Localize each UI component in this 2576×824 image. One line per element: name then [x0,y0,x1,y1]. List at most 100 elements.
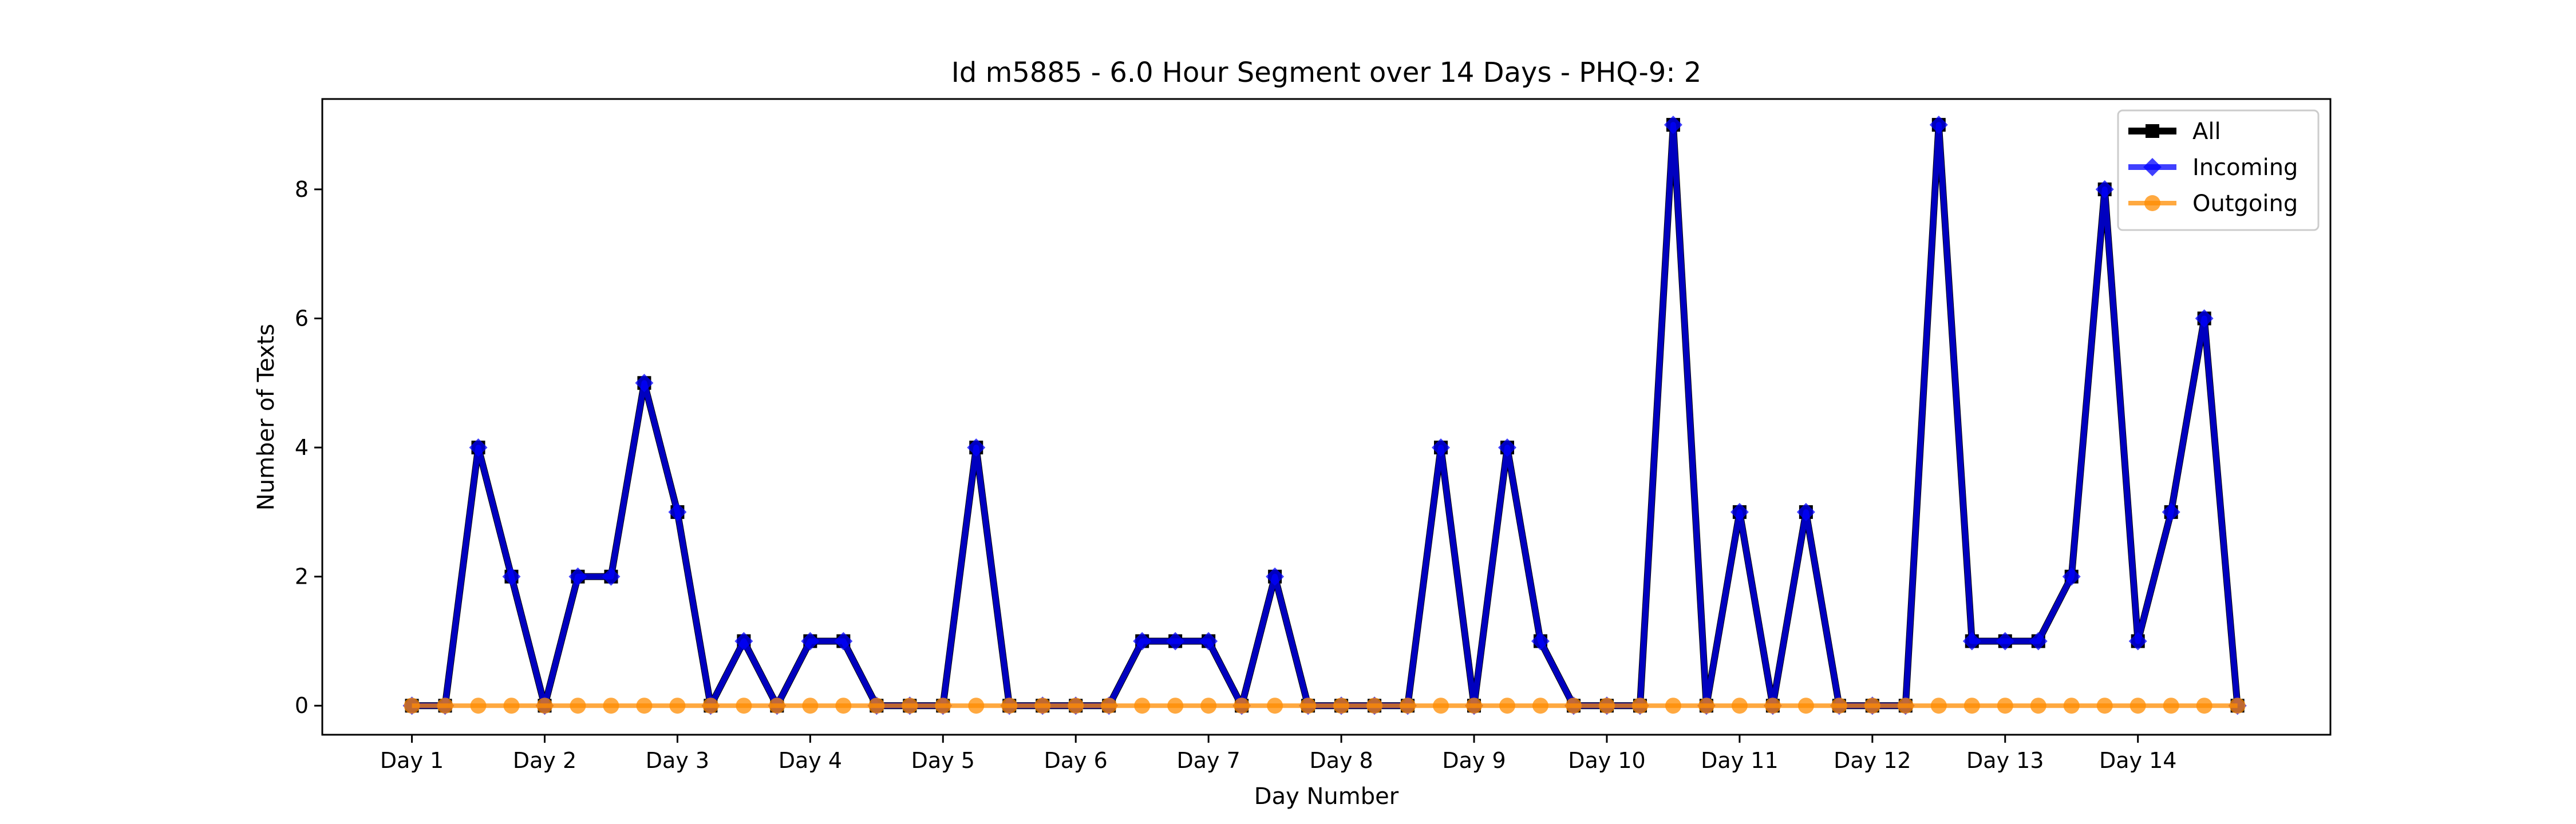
data-point-outgoing [2063,698,2080,714]
data-point-outgoing [902,698,918,714]
data-point-outgoing [669,698,686,714]
data-point-outgoing [835,698,852,714]
data-point-outgoing [1234,698,1250,714]
x-tick-label: Day 9 [1442,748,1506,773]
plot-area [402,116,2247,715]
x-axis: Day 1 Day 2 Day 3 Day 4 Day 5 Day 6 Day 7 Day 8… [380,735,2176,773]
data-point-outgoing [1068,698,1084,714]
legend-box [2117,109,2320,231]
x-tick-label: Day 11 [1701,748,1778,773]
x-tick-label: Day 6 [1044,748,1108,773]
data-point-outgoing [2163,698,2179,714]
data-point-outgoing [636,698,653,714]
y-axis: 0 2 4 6 8 [295,177,322,718]
data-point-incoming [967,438,986,457]
data-point-incoming [2095,180,2114,199]
data-point-outgoing [736,698,752,714]
data-point-outgoing [1897,698,1914,714]
data-point-outgoing [470,698,487,714]
data-point-outgoing [503,698,520,714]
data-point-outgoing [1466,698,1483,714]
data-point-incoming [1796,502,1815,521]
data-point-outgoing [1864,698,1880,714]
data-point-outgoing [1001,698,1018,714]
data-point-outgoing [603,698,619,714]
data-point-outgoing [1400,698,1416,714]
data-point-incoming [1730,502,1749,521]
data-point-outgoing [1433,698,1449,714]
x-tick-label: Day 12 [1834,748,1911,773]
data-point-outgoing [2196,698,2212,714]
data-point-incoming [1996,632,2014,651]
data-point-incoming [2029,632,2048,651]
data-point-incoming [1133,632,1152,651]
data-point-incoming [568,567,587,586]
data-point-outgoing [2229,698,2246,714]
data-point-outgoing [2129,698,2146,714]
plot-frame [321,98,2332,736]
x-tick-label: Day 4 [779,748,842,773]
data-point-outgoing [1930,698,1947,714]
x-tick-label: Day 3 [646,748,709,773]
data-point-outgoing [1134,698,1151,714]
data-point-incoming [635,374,654,393]
data-point-outgoing [1797,698,1814,714]
data-point-incoming [834,632,853,651]
data-point-outgoing [1366,698,1383,714]
data-point-outgoing [1698,698,1714,714]
y-axis-label: Number of Texts [253,324,279,510]
data-point-outgoing [1267,698,1283,714]
data-point-incoming [1166,632,1185,651]
x-tick-label: Day 2 [513,748,576,773]
data-point-incoming [801,632,820,651]
y-tick-label: 6 [295,306,309,331]
x-tick-label: Day 5 [911,748,975,773]
data-point-outgoing [1997,698,2013,714]
data-point-outgoing [1034,698,1051,714]
data-point-outgoing [1963,698,1980,714]
data-point-incoming [1498,438,1517,457]
data-point-outgoing [1731,698,1748,714]
data-point-outgoing [1200,698,1217,714]
data-point-outgoing [1333,698,1350,714]
data-point-outgoing [536,698,553,714]
data-point-outgoing [802,698,819,714]
data-point-outgoing [2030,698,2046,714]
y-tick-label: 2 [295,564,309,589]
data-point-outgoing [437,698,453,714]
legend-marker-incoming [2143,158,2162,176]
data-point-incoming [1531,632,1550,651]
data-point-outgoing [1532,698,1548,714]
x-tick-label: Day 10 [1568,748,1645,773]
legend-label-outgoing: Outgoing [2192,191,2298,217]
legend-marker-all [2146,124,2159,138]
data-point-incoming [1929,116,1948,134]
x-tick-label: Day 7 [1177,748,1240,773]
data-point-incoming [1432,438,1451,457]
data-point-incoming [502,567,521,586]
data-point-outgoing [1598,698,1615,714]
data-point-outgoing [570,698,586,714]
data-point-outgoing [935,698,951,714]
data-point-incoming [602,567,621,586]
data-point-incoming [668,502,687,521]
y-tick-label: 8 [295,177,309,202]
data-point-outgoing [1101,698,1117,714]
legend-label-incoming: Incoming [2192,154,2298,181]
data-point-outgoing [1300,698,1317,714]
x-tick-label: Day 13 [1966,748,2044,773]
data-point-outgoing [769,698,785,714]
data-point-incoming [2062,567,2081,586]
data-point-outgoing [1167,698,1184,714]
data-point-incoming [2128,632,2147,651]
chart-title: Id m5885 - 6.0 Hour Segment over 14 Days… [951,57,1702,89]
y-tick-label: 0 [295,693,309,718]
series-outgoing [404,698,2246,714]
data-point-outgoing [868,698,885,714]
legend-label-all: All [2192,118,2221,145]
y-tick-label: 4 [295,435,309,460]
data-point-incoming [2162,502,2180,521]
data-point-outgoing [1499,698,1516,714]
